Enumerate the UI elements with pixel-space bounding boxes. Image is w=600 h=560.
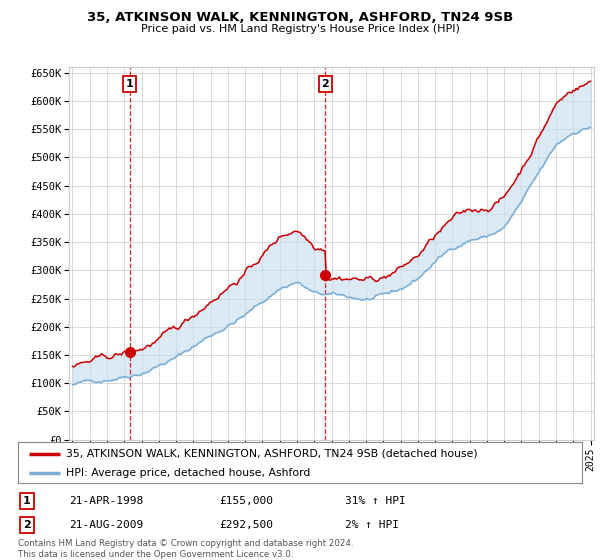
Text: 1: 1 xyxy=(23,496,31,506)
Text: 21-APR-1998: 21-APR-1998 xyxy=(69,496,143,506)
Text: 2% ↑ HPI: 2% ↑ HPI xyxy=(345,520,399,530)
Text: 21-AUG-2009: 21-AUG-2009 xyxy=(69,520,143,530)
Text: HPI: Average price, detached house, Ashford: HPI: Average price, detached house, Ashf… xyxy=(66,468,310,478)
Text: £155,000: £155,000 xyxy=(219,496,273,506)
Text: 35, ATKINSON WALK, KENNINGTON, ASHFORD, TN24 9SB (detached house): 35, ATKINSON WALK, KENNINGTON, ASHFORD, … xyxy=(66,449,478,459)
Text: Contains HM Land Registry data © Crown copyright and database right 2024.
This d: Contains HM Land Registry data © Crown c… xyxy=(18,539,353,559)
Text: Price paid vs. HM Land Registry's House Price Index (HPI): Price paid vs. HM Land Registry's House … xyxy=(140,24,460,34)
Text: 2: 2 xyxy=(322,79,329,89)
Text: 31% ↑ HPI: 31% ↑ HPI xyxy=(345,496,406,506)
Text: £292,500: £292,500 xyxy=(219,520,273,530)
Text: 1: 1 xyxy=(126,79,133,89)
Text: 2: 2 xyxy=(23,520,31,530)
Text: 35, ATKINSON WALK, KENNINGTON, ASHFORD, TN24 9SB: 35, ATKINSON WALK, KENNINGTON, ASHFORD, … xyxy=(87,11,513,24)
